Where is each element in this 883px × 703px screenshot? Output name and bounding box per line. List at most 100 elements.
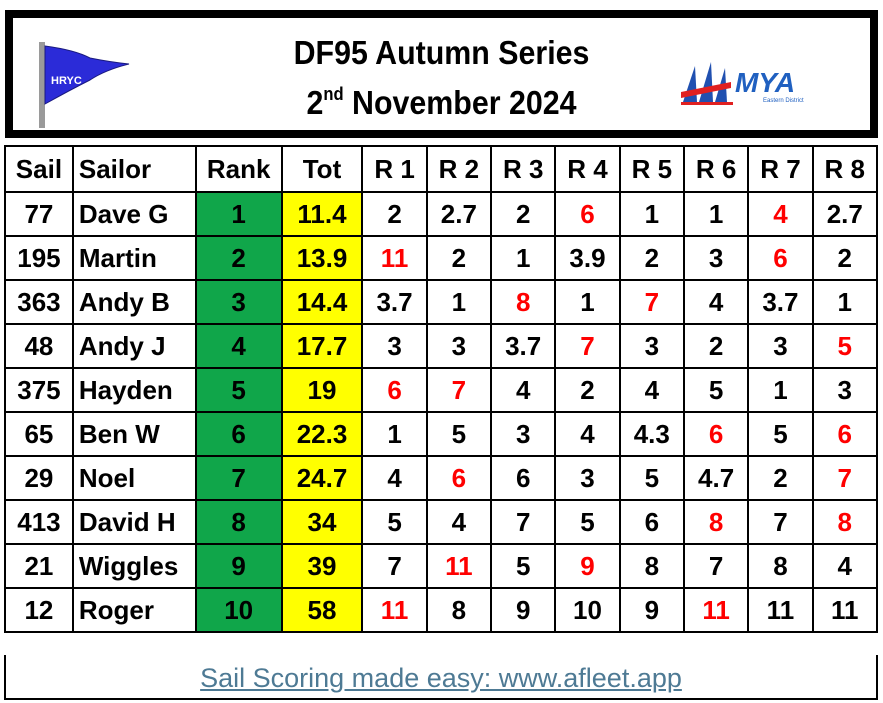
race-score-cell: 2: [361, 191, 428, 237]
sail-number-cell: 48: [4, 323, 74, 369]
sailor-cell: David H: [71, 499, 197, 545]
race-score-cell: 4: [618, 367, 685, 413]
race-score-cell: 10: [554, 587, 621, 633]
race-score-cell: 7: [361, 543, 428, 589]
total-cell: 17.7: [280, 323, 364, 369]
total-cell: 34: [280, 499, 364, 545]
hryc-flag-logo: HRYC: [39, 42, 130, 128]
sail-number-cell: 363: [4, 279, 74, 325]
race-score-cell: 9: [490, 587, 557, 633]
race-score-cell: 3: [554, 455, 621, 501]
column-header: R 4: [554, 145, 621, 193]
event-date: 2nd November 2024: [306, 84, 577, 121]
race-score-cell: 1: [361, 411, 428, 457]
race-score-cell: 7: [811, 455, 879, 501]
race-score-cell: 5: [682, 367, 750, 413]
race-score-cell: 11: [811, 587, 879, 633]
race-score-cell: 3: [618, 323, 685, 369]
rank-cell: 2: [194, 235, 283, 281]
race-score-cell: 5: [811, 323, 879, 369]
total-cell: 39: [280, 543, 364, 589]
column-header: R 6: [682, 145, 750, 193]
race-score-cell: 6: [425, 455, 493, 501]
race-score-cell: 1: [425, 279, 493, 325]
table-row: 195 Martin 2 13.9 11 2 1 3.9 2 3 6 2: [4, 235, 879, 281]
race-score-cell: 6: [747, 235, 814, 281]
total-cell: 14.4: [280, 279, 364, 325]
column-header: Tot: [280, 145, 364, 193]
total-cell: 13.9: [280, 235, 364, 281]
sailor-cell: Roger: [71, 587, 197, 633]
svg-text:Eastern District: Eastern District: [763, 98, 804, 104]
column-header: R 3: [490, 145, 557, 193]
race-score-cell: 2: [747, 455, 814, 501]
race-score-cell: 4: [490, 367, 557, 413]
race-score-cell: 9: [618, 587, 685, 633]
race-score-cell: 11: [682, 587, 750, 633]
rank-cell: 10: [194, 587, 283, 633]
table-row: 29 Noel 7 24.7 4 6 6 3 5 4.7 2 7: [4, 455, 879, 501]
race-score-cell: 3: [361, 323, 428, 369]
table-row: 77 Dave G 1 11.4 2 2.7 2 6 1 1 4 2.7: [4, 191, 879, 237]
race-score-cell: 4.3: [618, 411, 685, 457]
sailor-cell: Wiggles: [71, 543, 197, 589]
table-row: 12 Roger 10 58 11 8 9 10 9 11 11 11: [4, 587, 879, 633]
race-score-cell: 5: [425, 411, 493, 457]
race-score-cell: 2: [490, 191, 557, 237]
race-score-cell: 4: [747, 191, 814, 237]
series-title: DF95 Autumn Series: [293, 34, 590, 71]
race-score-cell: 5: [618, 455, 685, 501]
afleet-link[interactable]: Sail Scoring made easy: www.afleet.app: [200, 663, 682, 693]
race-score-cell: 7: [747, 499, 814, 545]
race-score-cell: 4: [682, 279, 750, 325]
race-score-cell: 7: [618, 279, 685, 325]
race-score-cell: 5: [747, 411, 814, 457]
sailor-cell: Hayden: [71, 367, 197, 413]
race-score-cell: 8: [425, 587, 493, 633]
rank-cell: 5: [194, 367, 283, 413]
header-banner: HRYC DF95 Autumn Series 2nd November 202…: [5, 10, 878, 138]
race-score-cell: 2: [425, 235, 493, 281]
race-score-cell: 5: [361, 499, 428, 545]
sail-number-cell: 12: [4, 587, 74, 633]
sail-number-cell: 375: [4, 367, 74, 413]
total-cell: 19: [280, 367, 364, 413]
race-score-cell: 6: [361, 367, 428, 413]
table-row: 48 Andy J 4 17.7 3 3 3.7 7 3 2 3 5: [4, 323, 879, 369]
race-score-cell: 1: [682, 191, 750, 237]
race-score-cell: 3.7: [361, 279, 428, 325]
race-score-cell: 6: [682, 411, 750, 457]
sail-number-cell: 195: [4, 235, 74, 281]
rank-cell: 6: [194, 411, 283, 457]
race-score-cell: 1: [490, 235, 557, 281]
race-score-cell: 3: [425, 323, 493, 369]
total-cell: 58: [280, 587, 364, 633]
race-score-cell: 1: [811, 279, 879, 325]
table-row: 65 Ben W 6 22.3 1 5 3 4 4.3 6 5 6: [4, 411, 879, 457]
race-score-cell: 3.7: [490, 323, 557, 369]
rank-cell: 3: [194, 279, 283, 325]
sail-number-cell: 21: [4, 543, 74, 589]
race-score-cell: 6: [811, 411, 879, 457]
sailor-cell: Dave G: [71, 191, 197, 237]
footer: Sail Scoring made easy: www.afleet.app: [4, 655, 878, 700]
race-score-cell: 1: [618, 191, 685, 237]
race-score-cell: 7: [490, 499, 557, 545]
sailor-cell: Ben W: [71, 411, 197, 457]
rank-cell: 7: [194, 455, 283, 501]
column-header: R 7: [747, 145, 814, 193]
rank-cell: 4: [194, 323, 283, 369]
mya-logo: MYA Eastern District: [681, 62, 804, 105]
race-score-cell: 4: [554, 411, 621, 457]
sail-number-cell: 65: [4, 411, 74, 457]
race-score-cell: 6: [490, 455, 557, 501]
race-score-cell: 3: [682, 235, 750, 281]
race-score-cell: 8: [747, 543, 814, 589]
column-header: R 1: [361, 145, 428, 193]
sailor-cell: Andy B: [71, 279, 197, 325]
race-score-cell: 3: [811, 367, 879, 413]
race-score-cell: 4.7: [682, 455, 750, 501]
race-score-cell: 4: [811, 543, 879, 589]
